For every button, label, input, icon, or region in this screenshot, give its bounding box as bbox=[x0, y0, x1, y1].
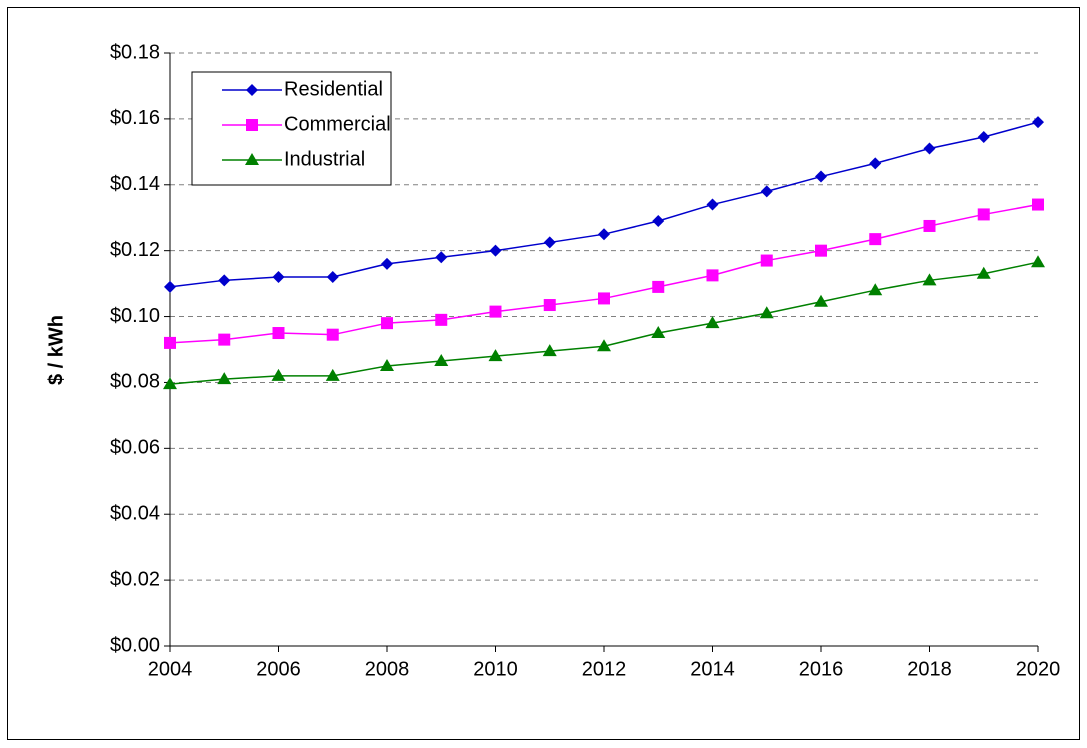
data-point bbox=[271, 368, 286, 381]
data-point bbox=[651, 326, 666, 339]
x-tick-label: 2012 bbox=[582, 658, 627, 680]
data-point bbox=[325, 368, 340, 381]
x-tick-label: 2018 bbox=[907, 658, 952, 680]
data-point bbox=[489, 244, 502, 257]
data-point bbox=[543, 299, 556, 312]
data-point bbox=[868, 283, 883, 296]
data-point bbox=[598, 228, 610, 241]
legend-box bbox=[191, 71, 392, 186]
data-point bbox=[977, 131, 990, 144]
data-point bbox=[706, 198, 719, 211]
y-tick-label: $0.06 bbox=[110, 437, 160, 459]
data-point bbox=[977, 208, 990, 221]
data-point bbox=[272, 271, 285, 284]
y-axis-label: $ / kWh bbox=[45, 315, 67, 385]
x-tick-label: 2020 bbox=[1016, 658, 1061, 680]
data-point bbox=[923, 142, 936, 155]
data-point bbox=[922, 273, 937, 286]
x-tick-label: 2008 bbox=[365, 658, 410, 680]
data-point bbox=[706, 269, 719, 282]
data-point bbox=[218, 274, 231, 287]
legend-marker bbox=[246, 119, 258, 131]
data-point bbox=[760, 254, 773, 267]
data-point bbox=[705, 316, 720, 329]
data-point bbox=[326, 328, 339, 341]
y-tick-label: $0.02 bbox=[110, 568, 160, 590]
data-point bbox=[597, 339, 611, 352]
data-point bbox=[1031, 255, 1045, 268]
data-point bbox=[923, 219, 936, 232]
x-tick-label: 2016 bbox=[799, 658, 844, 680]
data-point bbox=[326, 271, 339, 284]
x-tick-label: 2014 bbox=[690, 658, 735, 680]
data-point bbox=[598, 292, 610, 305]
data-point bbox=[759, 306, 774, 319]
data-point bbox=[435, 313, 448, 326]
data-point bbox=[542, 344, 557, 357]
data-point bbox=[814, 294, 828, 307]
data-point bbox=[489, 305, 502, 318]
data-point bbox=[488, 349, 503, 362]
legend-marker bbox=[245, 153, 259, 165]
data-point bbox=[1032, 116, 1044, 129]
y-tick-label: $0.16 bbox=[110, 107, 160, 129]
data-point bbox=[435, 251, 448, 264]
data-point bbox=[164, 336, 176, 349]
y-tick-label: $0.12 bbox=[110, 239, 160, 261]
data-point bbox=[543, 236, 556, 249]
y-tick-label: $0.18 bbox=[110, 41, 160, 63]
y-tick-label: $0.08 bbox=[110, 371, 160, 393]
data-point bbox=[815, 170, 827, 183]
x-tick-label: 2010 bbox=[473, 658, 518, 680]
legend-label: Commercial bbox=[284, 113, 391, 135]
data-point bbox=[217, 372, 232, 385]
data-point bbox=[381, 317, 393, 330]
data-point bbox=[163, 377, 177, 390]
y-tick-label: $0.04 bbox=[110, 503, 160, 525]
data-point bbox=[760, 185, 773, 198]
data-point bbox=[652, 215, 665, 228]
legend-label: Industrial bbox=[284, 148, 365, 170]
y-tick-label: $0.10 bbox=[110, 305, 160, 327]
data-point bbox=[164, 280, 176, 293]
x-tick-label: 2004 bbox=[148, 658, 193, 680]
data-point bbox=[380, 358, 394, 371]
legend-marker bbox=[246, 84, 258, 96]
data-point bbox=[815, 244, 827, 257]
data-point bbox=[272, 327, 285, 340]
chart-border bbox=[7, 7, 1080, 740]
y-tick-label: $0.14 bbox=[110, 173, 160, 195]
data-point bbox=[1032, 198, 1044, 211]
data-point bbox=[652, 280, 665, 293]
legend-label: Residential bbox=[284, 78, 383, 100]
data-point bbox=[869, 233, 882, 246]
x-tick-label: 2006 bbox=[256, 658, 301, 680]
data-point bbox=[434, 354, 449, 367]
data-point bbox=[869, 157, 882, 170]
data-point bbox=[218, 333, 231, 346]
y-tick-label: $0.00 bbox=[110, 634, 160, 656]
data-point bbox=[381, 257, 393, 270]
data-point bbox=[976, 266, 991, 279]
